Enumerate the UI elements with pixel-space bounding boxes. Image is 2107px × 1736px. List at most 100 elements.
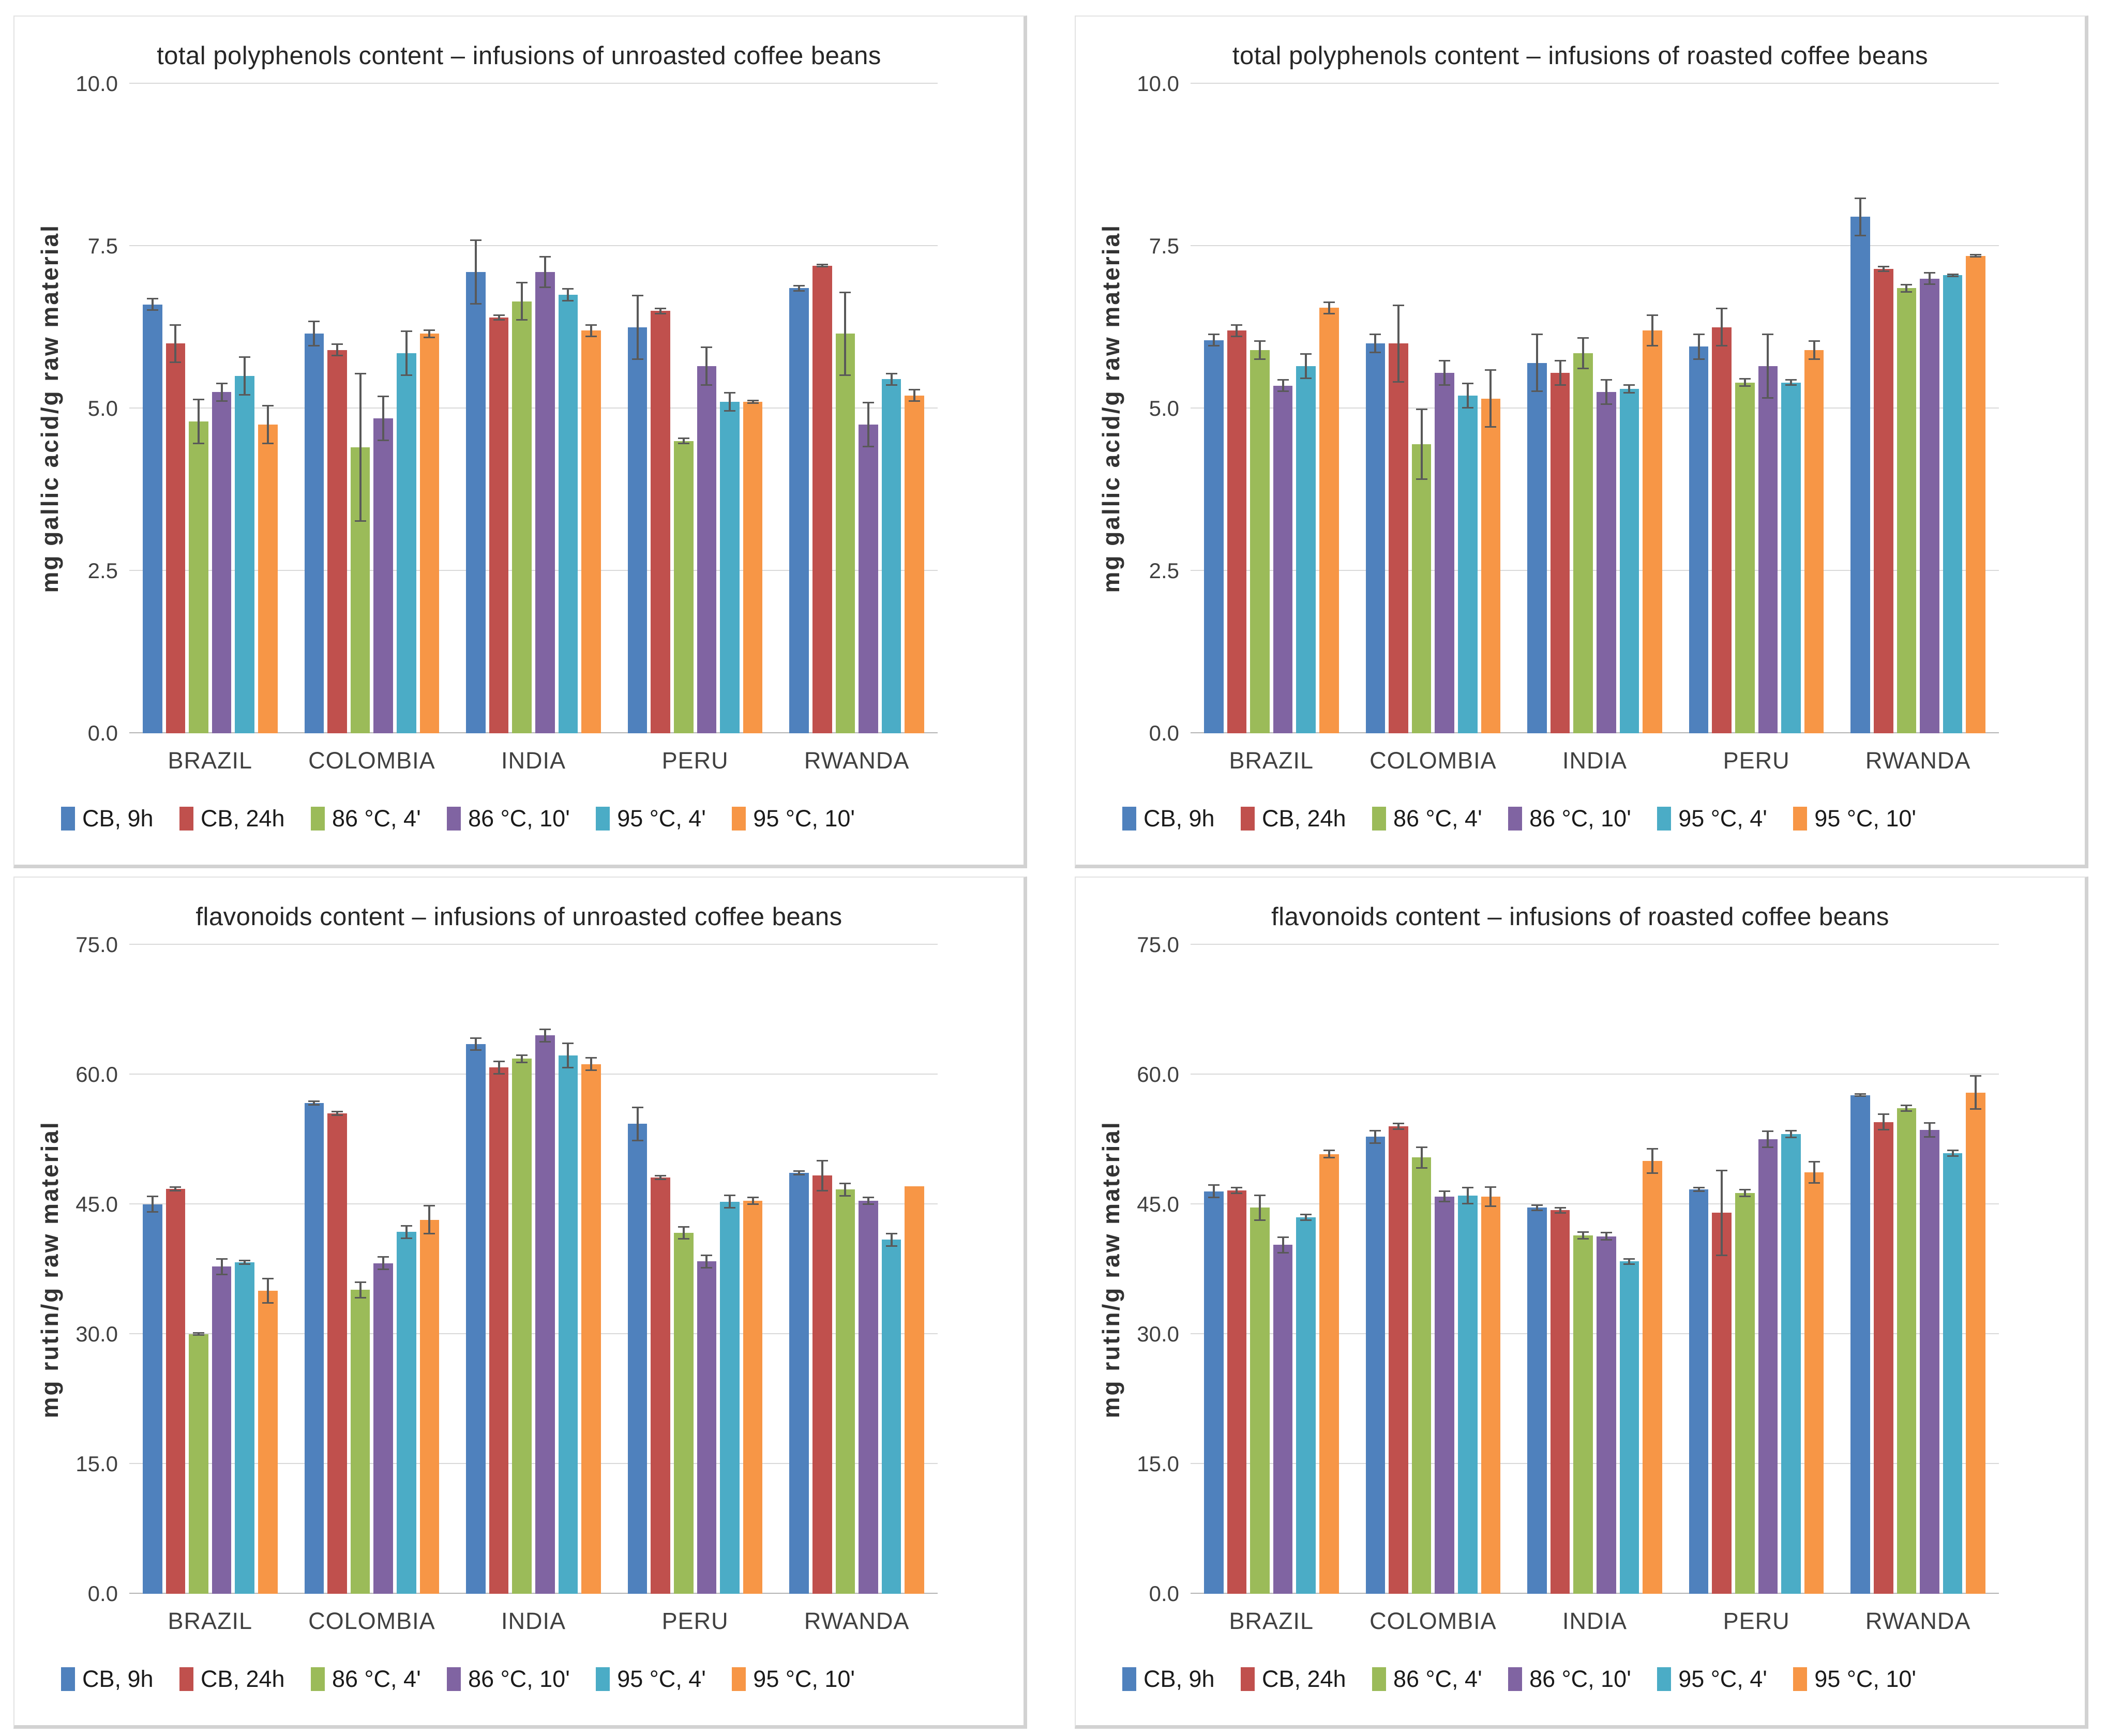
gridline-30.0	[1191, 1333, 1999, 1334]
bar-slot	[651, 945, 670, 1594]
legend-label: 95 °C, 10'	[1814, 805, 1916, 832]
legend-label: 86 °C, 4'	[332, 1666, 421, 1692]
legend-label: 95 °C, 4'	[617, 805, 706, 832]
legend-item-95-c-10: 95 °C, 10'	[732, 805, 855, 832]
bar-slot	[651, 84, 670, 733]
bar-slot	[1689, 84, 1709, 733]
legend-label: CB, 24h	[1261, 805, 1346, 832]
y-axis-label: mg gallic acid/g raw material	[1097, 224, 1124, 593]
bar-slot	[1804, 84, 1824, 733]
y-tick-label: 10.0	[1137, 71, 1179, 96]
bar-colombia-cb-9h	[1365, 1137, 1386, 1594]
error-bar	[1231, 1187, 1243, 1194]
bar-brazil-cb-9h	[143, 1204, 162, 1594]
bar-group-peru	[614, 945, 776, 1594]
bar-slot	[627, 945, 648, 1594]
legend-item-86-c-10: 86 °C, 10'	[1508, 805, 1631, 832]
error-bar	[216, 1258, 228, 1275]
bar-peru-cb-24h	[651, 311, 670, 733]
bar-slot	[350, 945, 370, 1594]
y-tick-label: 75.0	[76, 932, 118, 957]
bar-slot	[466, 945, 486, 1594]
bar-slot	[1457, 84, 1478, 733]
bar-slot	[1250, 945, 1270, 1594]
bar-india-86-c-10	[535, 272, 555, 733]
legend-label: CB, 24h	[200, 1666, 285, 1692]
error-bar	[724, 392, 735, 412]
bar-peru-cb-9h	[627, 1124, 648, 1594]
bar-slot	[1966, 945, 1985, 1594]
bar-peru-95-c-10	[1804, 350, 1824, 733]
gridline-60.0	[1191, 1073, 1999, 1075]
bar-rwanda-95-c-4	[881, 1240, 901, 1594]
error-bar	[1716, 1169, 1728, 1257]
bar-slot	[1619, 84, 1639, 733]
bar-group-india	[1514, 84, 1676, 733]
bar-peru-95-c-10	[743, 402, 763, 733]
legend-marker-icon	[1657, 1667, 1672, 1691]
bar-group-india	[453, 84, 614, 733]
gridline-5.0	[1191, 407, 1999, 409]
bar-group-peru	[614, 84, 776, 733]
legend-item-cb-9h: CB, 9h	[1122, 1666, 1215, 1693]
gridline-10.0	[1191, 83, 1999, 84]
bar-rwanda-cb-9h	[1850, 1095, 1870, 1594]
legend-marker-icon	[179, 806, 193, 831]
y-tick-label: 60.0	[1137, 1062, 1179, 1086]
legend: CB, 9h CB, 24h 86 °C, 4' 86 °C, 10' 95 °C, 4…	[28, 788, 1010, 856]
bar-india-86-c-10	[535, 1035, 555, 1594]
error-bar	[1300, 1214, 1312, 1221]
bar-slot	[1897, 945, 1917, 1594]
bar-slot	[859, 84, 878, 733]
bar-rwanda-cb-9h	[1850, 217, 1870, 733]
y-tick-label: 10.0	[76, 71, 118, 96]
bar-slot	[304, 945, 324, 1594]
bar-colombia-cb-24h	[1389, 343, 1408, 733]
legend-item-86-c-4: 86 °C, 4'	[311, 805, 421, 832]
error-bar	[1739, 378, 1751, 387]
bar-rwanda-95-c-4	[1943, 275, 1963, 733]
error-bar	[1254, 340, 1266, 360]
legend-item-95-c-4: 95 °C, 4'	[1657, 1666, 1767, 1693]
error-bar	[400, 1225, 412, 1239]
error-bar	[816, 1160, 828, 1191]
legend: CB, 9h CB, 24h 86 °C, 4' 86 °C, 10' 95 °C, 4…	[28, 1649, 1010, 1717]
y-tick-label: 15.0	[76, 1451, 118, 1476]
bar-colombia-95-c-10	[1481, 398, 1501, 733]
error-bar	[793, 285, 805, 292]
category-label-india: INDIA	[1562, 1608, 1627, 1634]
bar-group-india	[1514, 945, 1676, 1594]
legend-label: CB, 9h	[1143, 805, 1215, 832]
bar-peru-cb-24h	[1712, 327, 1732, 733]
bar-slot	[697, 84, 717, 733]
bar-group-brazil	[129, 84, 291, 733]
chart-panel-flavonoids-roasted: flavonoids content – infusions of roaste…	[1075, 876, 2088, 1729]
bar-slot	[1920, 945, 1939, 1594]
gridline-7.5	[129, 245, 938, 246]
gridline-0.0	[129, 1593, 938, 1594]
error-bar	[1693, 334, 1705, 360]
error-bar	[308, 321, 320, 347]
y-tick-label: 0.0	[87, 720, 118, 745]
legend-marker-icon	[1508, 806, 1523, 831]
error-bar	[378, 395, 389, 441]
error-bar	[1462, 1187, 1473, 1204]
gridline-2.5	[129, 569, 938, 571]
bar-slot	[720, 945, 740, 1594]
bar-colombia-cb-24h	[1389, 1126, 1408, 1594]
error-bar	[862, 402, 874, 448]
bar-slot	[743, 84, 763, 733]
legend-marker-icon	[311, 1667, 325, 1691]
bar-slot	[1781, 84, 1801, 733]
category-label-india: INDIA	[1562, 747, 1627, 774]
y-axis-tick-labels: 0.0 15.0 30.0 45.0 60.0 75.0	[1133, 932, 1191, 1606]
error-bar	[1554, 359, 1566, 386]
chart-panel-flavonoids-unroasted: flavonoids content – infusions of unroas…	[13, 876, 1027, 1729]
bar-brazil-95-c-4	[1296, 366, 1316, 733]
bar-india-86-c-10	[1596, 392, 1616, 733]
error-bar	[1623, 384, 1635, 394]
error-bar	[1877, 1113, 1889, 1131]
legend-item-cb-24h: CB, 24h	[179, 1666, 285, 1693]
legend-label: 86 °C, 4'	[1393, 1666, 1482, 1692]
error-bar	[562, 1042, 574, 1068]
